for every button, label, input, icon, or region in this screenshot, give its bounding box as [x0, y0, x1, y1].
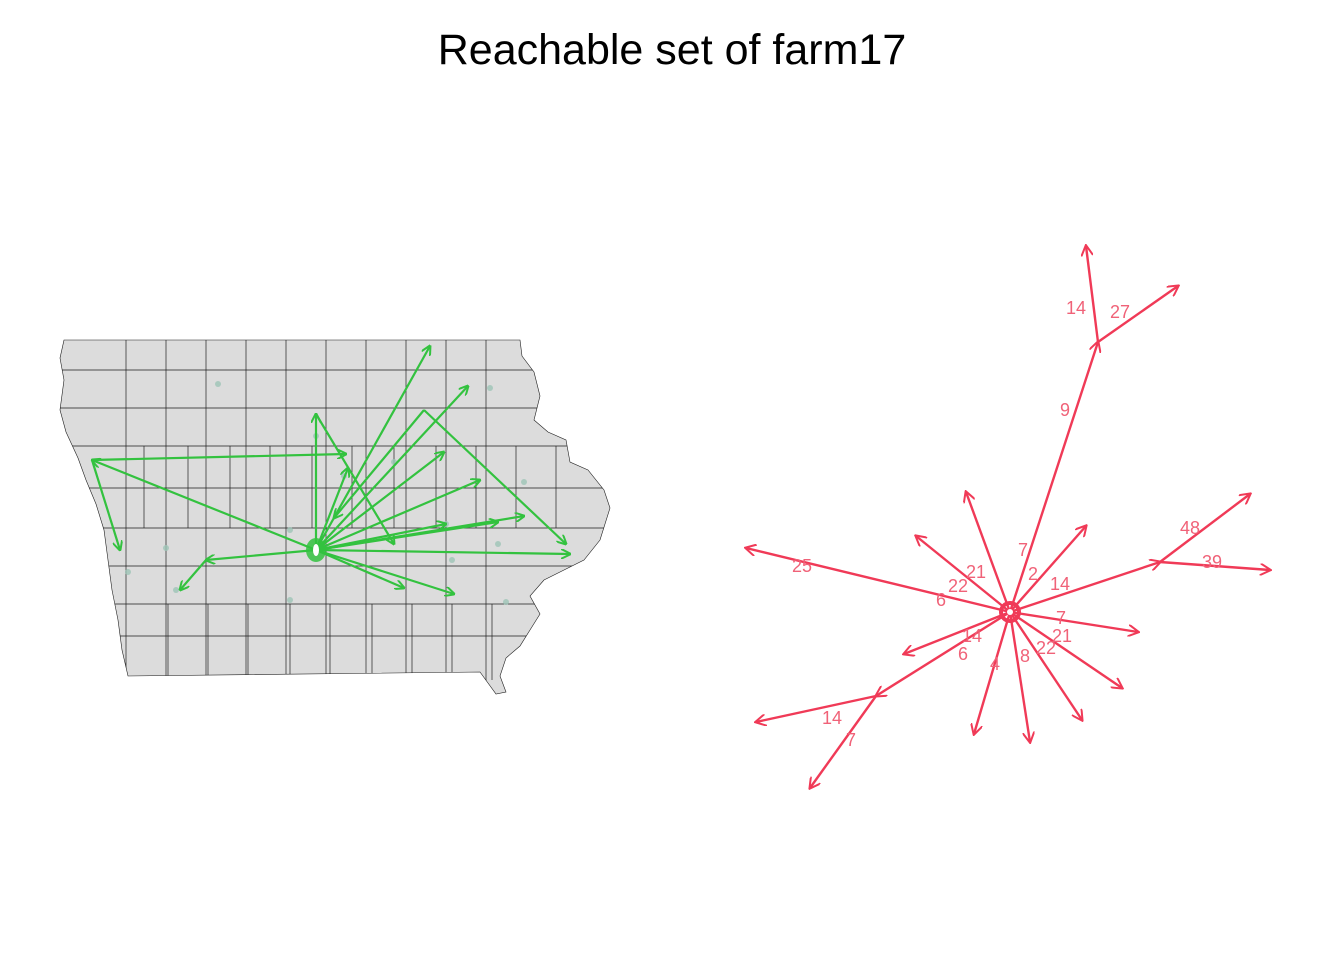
- map-edge: [315, 548, 454, 594]
- iowa-county-map: [59, 339, 611, 695]
- map-edge: [91, 454, 346, 462]
- farm-dot: [495, 541, 501, 547]
- network-edge: [1159, 494, 1250, 563]
- network-edge: [1009, 526, 1086, 613]
- farm-dot: [215, 381, 221, 387]
- map-edge: [206, 548, 317, 560]
- edge-label: 8: [1020, 646, 1030, 666]
- map-edge: [315, 550, 570, 554]
- edge-label: 22: [948, 576, 968, 596]
- map-edge: [423, 409, 566, 544]
- edge-label: 21: [966, 562, 986, 582]
- network-edge: [876, 610, 1011, 696]
- center-node-hole: [1007, 609, 1013, 615]
- edge-label: 2: [1028, 564, 1038, 584]
- county-lines: [60, 340, 610, 694]
- network-center-node: [999, 601, 1021, 623]
- edge-label: 22: [1036, 638, 1056, 658]
- edge-label: 27: [1110, 302, 1130, 322]
- edge-label: 7: [846, 730, 856, 750]
- center-node-ring: [999, 601, 1021, 623]
- map-edge: [315, 524, 446, 552]
- edge-label: 6: [936, 590, 946, 610]
- network-edge: [810, 695, 877, 788]
- farm-dot: [125, 569, 131, 575]
- edge-label: 14: [822, 708, 842, 728]
- map-edge: [315, 413, 394, 544]
- farm-dot: [287, 597, 293, 603]
- edge-label: 39: [1202, 552, 1222, 572]
- map-trade-edges: [92, 346, 570, 594]
- network-edge: [1008, 611, 1030, 742]
- farm-dot: [521, 479, 527, 485]
- network-edge: [1009, 611, 1122, 688]
- edge-label: 14: [1066, 298, 1086, 318]
- network-edge: [1086, 246, 1100, 343]
- edge-label: 6: [958, 644, 968, 664]
- edge-label: 7: [1056, 608, 1066, 628]
- network-edge: [756, 694, 877, 722]
- map-edge: [92, 460, 317, 552]
- page-title: Reachable set of farm17: [437, 26, 907, 74]
- edge-label: 7: [1018, 540, 1028, 560]
- map-center-farm: [306, 538, 326, 562]
- network-edge: [1008, 342, 1098, 613]
- edge-label: 21: [1052, 626, 1072, 646]
- network-edges: [746, 246, 1270, 788]
- network-edge: [1009, 611, 1082, 720]
- edge-label: 4: [990, 654, 1000, 674]
- network-edge: [1009, 562, 1160, 614]
- network-edge: [746, 548, 1011, 614]
- map-edge: [314, 468, 348, 551]
- farm-dot: [449, 557, 455, 563]
- network-edge: [1159, 560, 1270, 570]
- map-edge: [315, 548, 404, 588]
- edge-label: 48: [1180, 518, 1200, 538]
- network-edge: [974, 611, 1012, 734]
- farm-dot: [173, 587, 179, 593]
- center-farm-hole: [313, 544, 319, 556]
- edge-label: 14: [1050, 574, 1070, 594]
- farm-dot: [287, 527, 293, 533]
- map-edge: [90, 459, 120, 550]
- map-edge: [334, 409, 425, 518]
- network-edge: [1097, 286, 1178, 343]
- network-edge: [966, 492, 1012, 613]
- map-edge: [180, 559, 207, 590]
- county-polygons: [59, 339, 611, 695]
- map-edge: [315, 452, 444, 551]
- map-edge: [315, 480, 480, 552]
- map-edge: [315, 522, 498, 552]
- network-edge: [1009, 610, 1138, 632]
- edge-label: 25: [792, 556, 812, 576]
- edge-label: 9: [1060, 400, 1070, 420]
- network-edge: [904, 610, 1011, 654]
- farm-dot: [163, 545, 169, 551]
- edge-label: 14: [962, 626, 982, 646]
- map-edge: [315, 386, 468, 551]
- network-edge: [916, 536, 1011, 613]
- farm-dot: [503, 599, 509, 605]
- farm-dot: [487, 385, 493, 391]
